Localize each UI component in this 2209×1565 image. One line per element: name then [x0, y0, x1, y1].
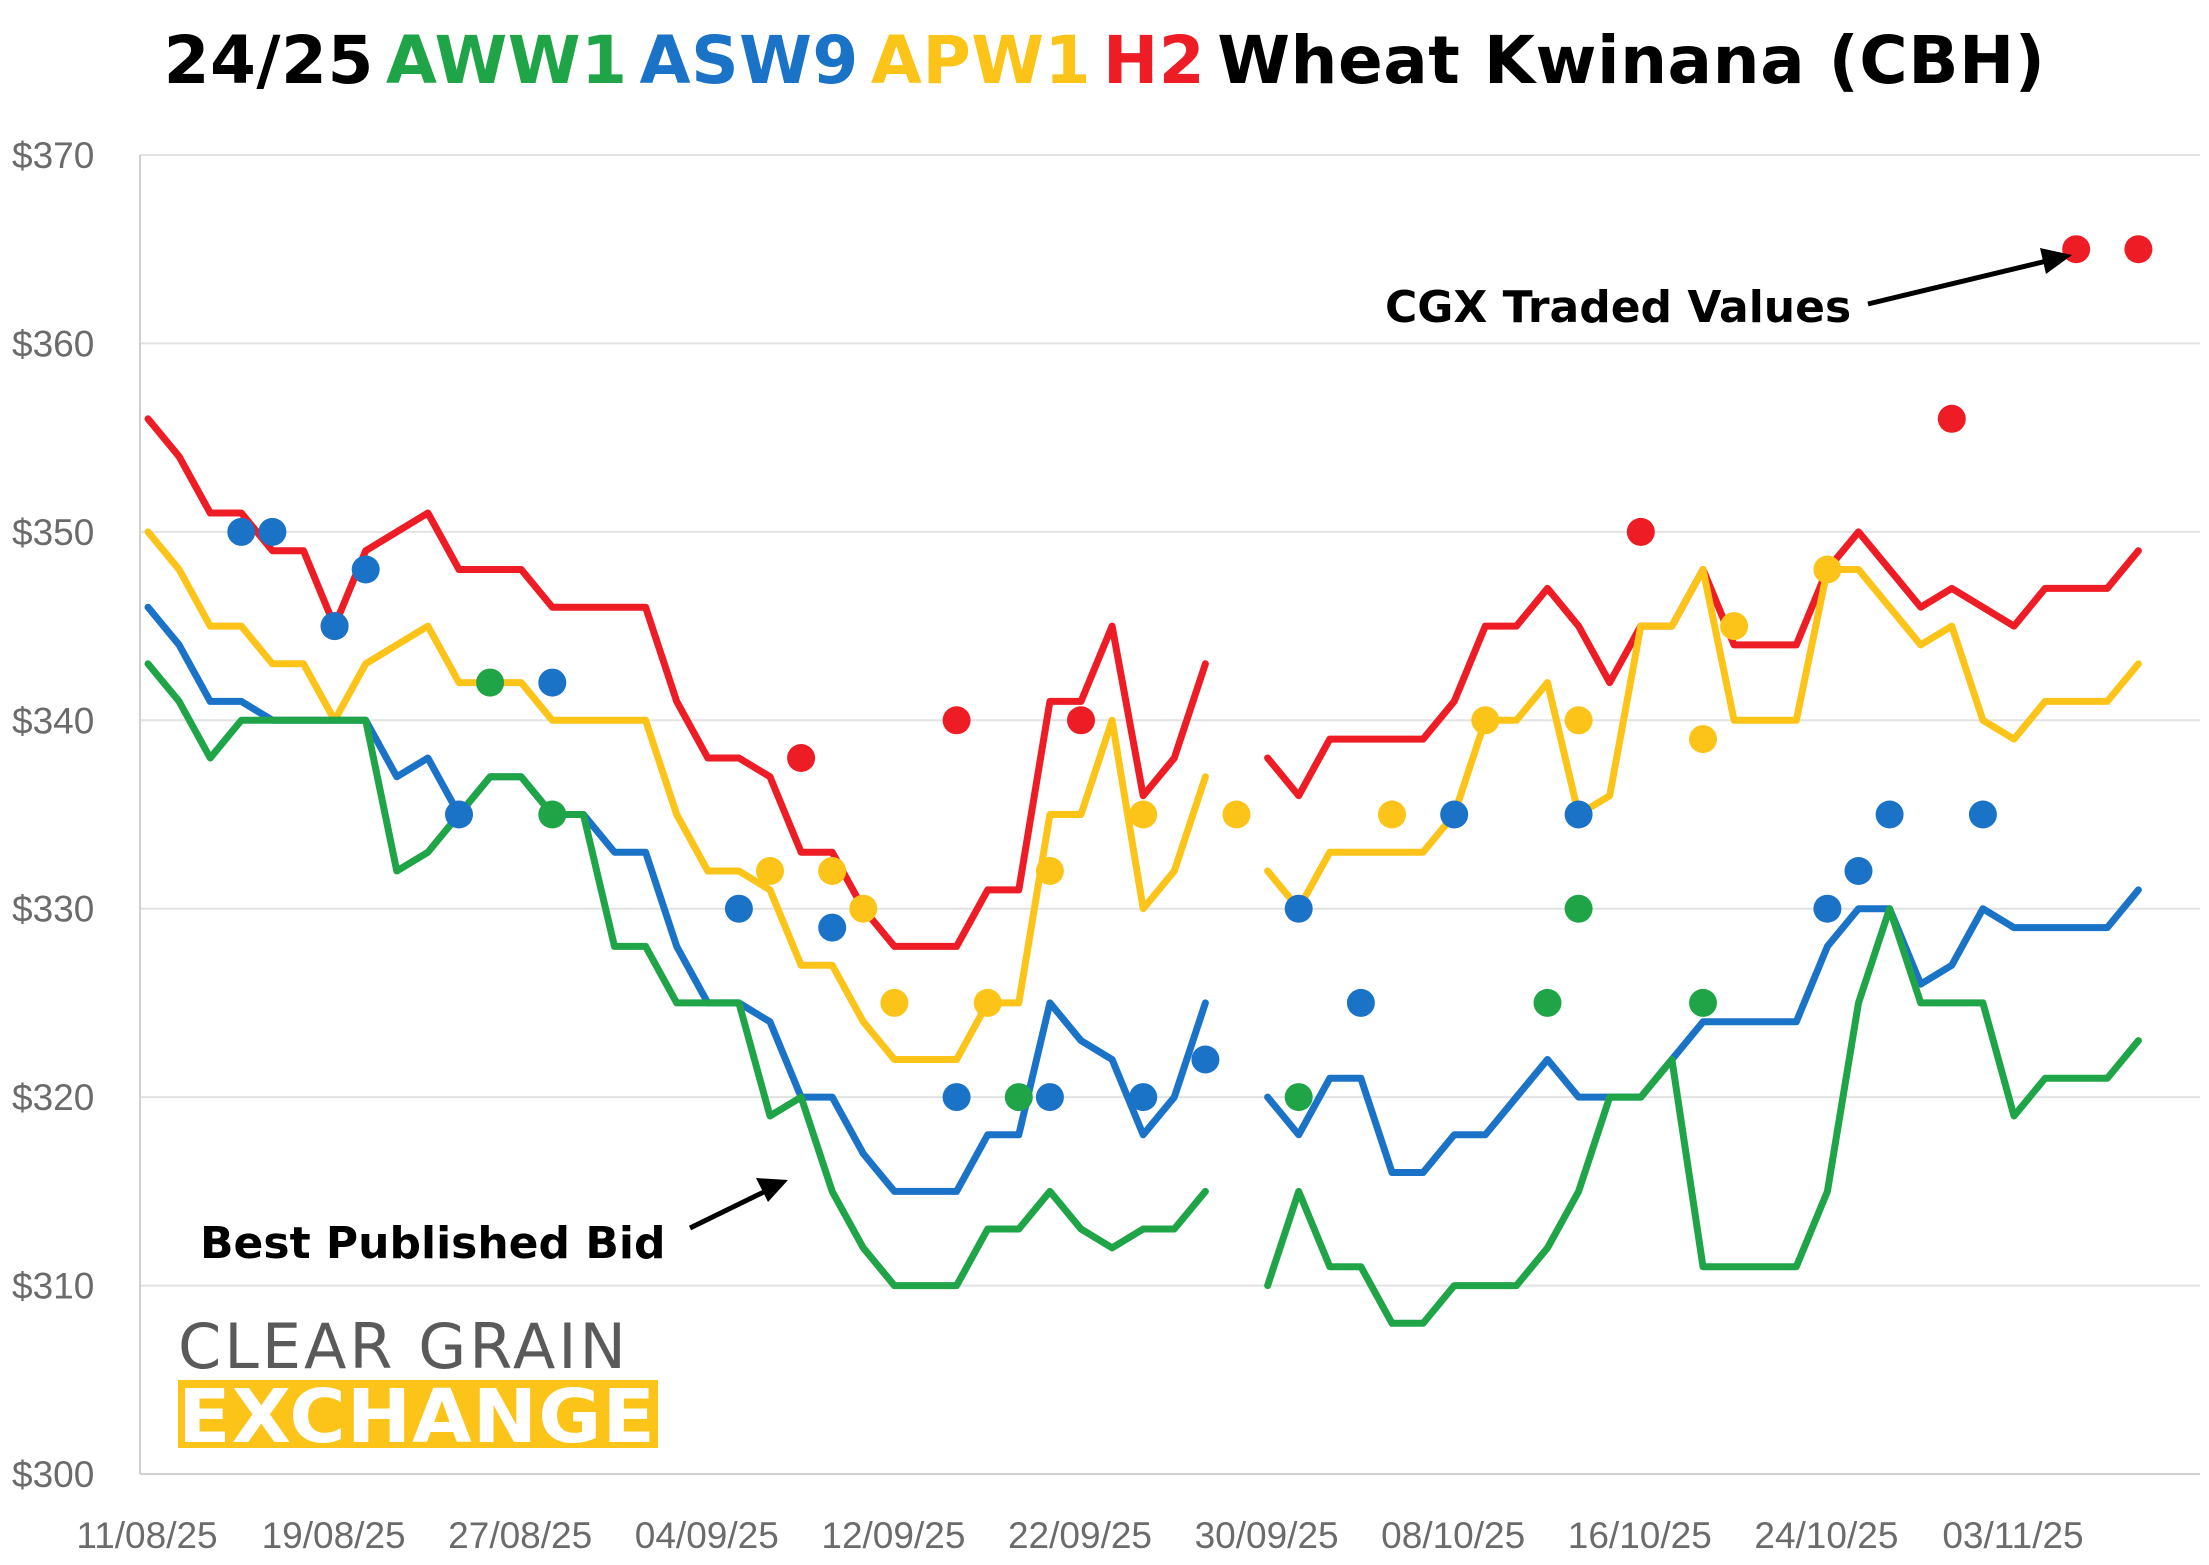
logo-accent-bar	[178, 1380, 658, 1448]
series-dot-2	[1968, 800, 1997, 829]
y-tick-label: $360	[12, 323, 94, 364]
series-dot-0	[2124, 235, 2153, 264]
series-dot-1	[973, 988, 1002, 1017]
series-dot-1	[818, 857, 847, 885]
title-part-4: H2	[1103, 22, 1206, 99]
series-dot-2	[1346, 988, 1375, 1017]
series-dot-2	[942, 1083, 971, 1112]
series-dot-0	[1067, 706, 1095, 735]
series-dot-3	[538, 800, 567, 829]
title-part-1: AWW1	[385, 22, 628, 99]
series-dot-2	[538, 668, 567, 697]
series-dot-3	[1284, 1083, 1313, 1112]
series-line-0	[144, 415, 2142, 950]
x-tick-label: 22/09/25	[1008, 1515, 1152, 1556]
series-dot-1	[1129, 800, 1158, 829]
series-dot-3	[1004, 1083, 1033, 1112]
y-tick-label: $350	[12, 512, 94, 553]
series-dot-1	[1378, 800, 1406, 829]
series-dot-0	[1626, 517, 1655, 546]
x-tick-label: 11/08/25	[76, 1515, 217, 1556]
x-tick-label: 24/10/25	[1754, 1515, 1898, 1556]
title-part-0: 24/25	[163, 22, 374, 99]
series-dot-2	[320, 612, 349, 641]
series-dot-2	[1875, 800, 1904, 829]
y-tick-label: $310	[12, 1266, 94, 1307]
bid-arrow-head	[756, 1178, 788, 1202]
chart-title: 24/25 AWW1 ASW9 APW1 H2 Wheat Kwinana (CBH)	[0, 22, 2209, 99]
series-dot-3	[476, 668, 505, 697]
y-tick-label: $370	[12, 135, 94, 176]
x-tick-label: 30/09/25	[1195, 1515, 1339, 1556]
series-dot-1	[849, 894, 878, 923]
series-dot-1	[1689, 725, 1717, 754]
series-dot-2	[724, 894, 753, 923]
x-axis: 11/08/25 19/08/25 27/08/25 04/09/25 12/09/25…	[76, 1515, 2083, 1556]
series-dot-1	[880, 988, 909, 1017]
series-line-3	[144, 660, 2142, 1327]
series-dot-2	[1440, 800, 1469, 829]
cgx-arrow	[1867, 256, 2056, 307]
cgx-annotation: CGX Traded Values	[1385, 282, 1851, 333]
series-dot-2	[1191, 1045, 1220, 1074]
series-dot-2	[258, 517, 287, 546]
series-dot-2	[1284, 894, 1313, 923]
x-tick-label: 27/08/25	[448, 1515, 592, 1556]
y-tick-label: $330	[12, 889, 94, 930]
logo-line1: CLEAR GRAIN	[178, 1310, 629, 1383]
series-dot-2	[445, 800, 473, 829]
logo-line2: EXCHANGE	[178, 1374, 656, 1460]
bid-arrow	[688, 1185, 774, 1231]
y-axis: $300 $310 $320 $330 $340 $350 $360 $370	[12, 135, 94, 1495]
x-tick-label: 04/09/25	[635, 1515, 779, 1556]
cgx-arrow-head	[2040, 248, 2072, 274]
x-tick-label: 03/11/25	[1942, 1515, 2083, 1556]
series-dot-2	[227, 517, 256, 546]
title-part-5: Wheat Kwinana (CBH)	[1217, 22, 2046, 99]
series-dot-1	[1813, 555, 1842, 584]
series-dot-2	[1813, 894, 1842, 923]
series-dot-2	[351, 555, 380, 584]
series-dot-1	[1035, 857, 1064, 885]
y-tick-label: $340	[12, 700, 94, 741]
series-dot-3	[1533, 988, 1562, 1017]
x-tick-label: 19/08/25	[262, 1515, 406, 1556]
series-dot-1	[1720, 612, 1749, 641]
x-tick-label: 08/10/25	[1381, 1515, 1525, 1556]
series-dot-2	[1844, 857, 1873, 885]
series-lines	[144, 415, 2142, 1327]
x-tick-label: 12/09/25	[821, 1515, 965, 1556]
y-tick-label: $320	[12, 1077, 94, 1118]
series-dot-0	[787, 744, 816, 772]
bid-annotation: Best Published Bid	[200, 1218, 665, 1269]
title-part-3: APW1	[870, 22, 1092, 99]
series-dot-1	[1222, 800, 1251, 829]
series-dot-2	[818, 913, 847, 942]
series-dot-0	[942, 706, 971, 735]
series-dot-2	[1564, 800, 1593, 829]
x-tick-label: 16/10/25	[1568, 1515, 1712, 1556]
title-part-2: ASW9	[639, 22, 859, 99]
series-dot-1	[756, 857, 784, 885]
series-dot-2	[1035, 1083, 1064, 1112]
series-dot-3	[1689, 988, 1717, 1017]
series-line-1	[144, 528, 2142, 1063]
gridlines	[140, 154, 2200, 1287]
clear-grain-exchange-logo: CLEAR GRAIN EXCHANGE	[178, 1310, 658, 1460]
series-dots	[227, 235, 2153, 1112]
series-dot-1	[1564, 706, 1593, 735]
series-dot-3	[1564, 894, 1593, 923]
series-dot-0	[1937, 404, 1966, 433]
y-tick-label: $300	[12, 1454, 94, 1495]
series-dot-2	[1129, 1083, 1158, 1112]
series-dot-1	[1471, 706, 1500, 735]
